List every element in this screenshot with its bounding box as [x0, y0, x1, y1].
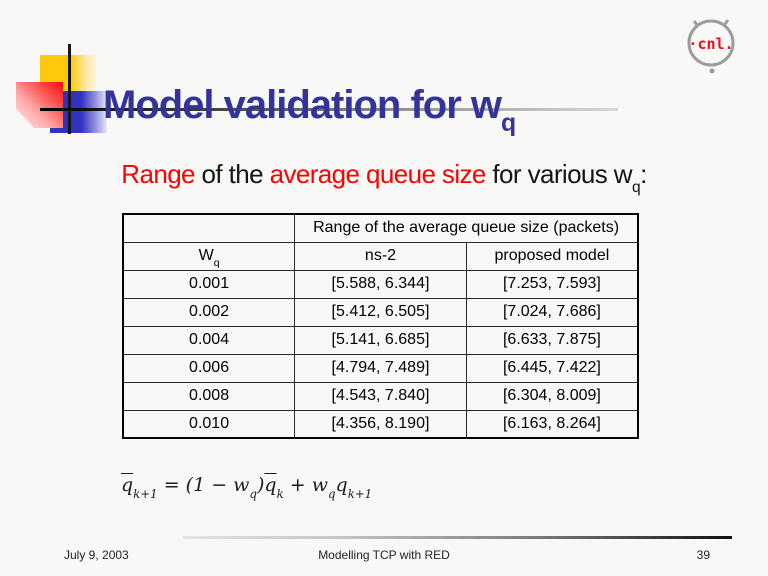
cell-model: [6.304, 8.009] [465, 381, 639, 411]
formula-equals: = (1 − [157, 474, 234, 496]
footer-presentation-title: Modelling TCP with RED [318, 548, 450, 562]
column-header-ns2: ns-2 [294, 241, 467, 271]
decor-vertical-line [68, 44, 71, 134]
decor-red-square [16, 82, 63, 128]
table-span-header-row: Range of the average queue size (packets… [122, 213, 639, 243]
formula-w-sub-1: q [249, 486, 257, 501]
formula-qbar-2: q [264, 474, 277, 496]
footer-divider [183, 536, 732, 539]
formula-close-paren: ) [256, 474, 265, 496]
subtitle-colon: : [640, 159, 647, 189]
cell-model: [7.253, 7.593] [465, 269, 639, 299]
page-number: 39 [696, 548, 710, 562]
cell-wq: 0.010 [122, 409, 296, 439]
formula-sub-3: k+1 [347, 486, 373, 501]
subtitle-highlight-queue-size: average queue size [269, 159, 487, 189]
cell-wq: 0.006 [122, 353, 296, 383]
cell-ns2: [5.588, 6.344] [294, 269, 467, 299]
cell-model: [6.445, 7.422] [465, 353, 639, 383]
formula-w-2: w [311, 474, 328, 496]
cell-model: [6.163, 8.264] [465, 409, 639, 439]
page-title-text: Model validation for w [103, 82, 502, 127]
validation-table: Range of the average queue size (packets… [122, 213, 639, 439]
cell-ns2: [4.356, 8.190] [294, 409, 467, 439]
cnl-logo-icon: ·cnl. [687, 19, 735, 74]
formula-w-sub-2: q [327, 486, 336, 501]
table-row: 0.008 [4.543, 7.840] [6.304, 8.009] [122, 381, 639, 411]
table-row: 0.010 [4.356, 8.190] [6.163, 8.264] [122, 409, 639, 439]
cnl-logo: ·cnl. [684, 16, 742, 78]
subtitle-highlight-range: Range [121, 159, 195, 189]
table-row: 0.006 [4.794, 7.489] [6.445, 7.422] [122, 353, 639, 383]
formula-sub-1: k+1 [133, 486, 158, 501]
subtitle-subscript: q [632, 179, 641, 197]
formula-q-3: q [335, 474, 348, 496]
cell-wq: 0.008 [122, 381, 296, 411]
title-underline [40, 108, 618, 111]
page-title: Model validation for wq [103, 82, 516, 136]
table-row: 0.001 [5.588, 6.344] [7.253, 7.593] [122, 269, 639, 299]
table-row: 0.004 [5.141, 6.685] [6.633, 7.875] [122, 325, 639, 355]
formula-plus: + [283, 474, 312, 496]
table-column-header-row: Wq ns-2 proposed model [122, 241, 639, 271]
column-header-wq-sub: q [213, 257, 220, 269]
subtitle: Range of the average queue size for vari… [0, 159, 768, 196]
column-header-wq: Wq [122, 241, 296, 271]
formula-qbar-1: q [121, 474, 134, 496]
footer-date: July 9, 2003 [64, 548, 129, 562]
cell-wq: 0.004 [122, 325, 296, 355]
cell-model: [7.024, 7.686] [465, 297, 639, 327]
table-row: 0.002 [5.412, 6.505] [7.024, 7.686] [122, 297, 639, 327]
cell-ns2: [5.141, 6.685] [294, 325, 467, 355]
cell-ns2: [4.794, 7.489] [294, 353, 467, 383]
cell-model: [6.633, 7.875] [465, 325, 639, 355]
cell-ns2: [5.412, 6.505] [294, 297, 467, 327]
cell-wq: 0.001 [122, 269, 296, 299]
ewma-formula: qk+1 = (1 − wq)qk + wqqk+1 [121, 474, 372, 499]
subtitle-text-1: of the [194, 159, 270, 189]
table-span-header: Range of the average queue size (packets… [294, 213, 639, 243]
subtitle-text-2: for various w [485, 159, 632, 189]
cell-wq: 0.002 [122, 297, 296, 327]
cell-ns2: [4.543, 7.840] [294, 381, 467, 411]
cnl-logo-text: ·cnl. [688, 35, 733, 53]
column-header-wq-base: W [198, 247, 214, 264]
formula-w-1: w [233, 474, 250, 496]
page-title-subscript: q [501, 110, 516, 138]
cell-empty [122, 213, 296, 243]
column-header-model: proposed model [465, 241, 639, 271]
formula-sub-2: k [276, 486, 284, 501]
